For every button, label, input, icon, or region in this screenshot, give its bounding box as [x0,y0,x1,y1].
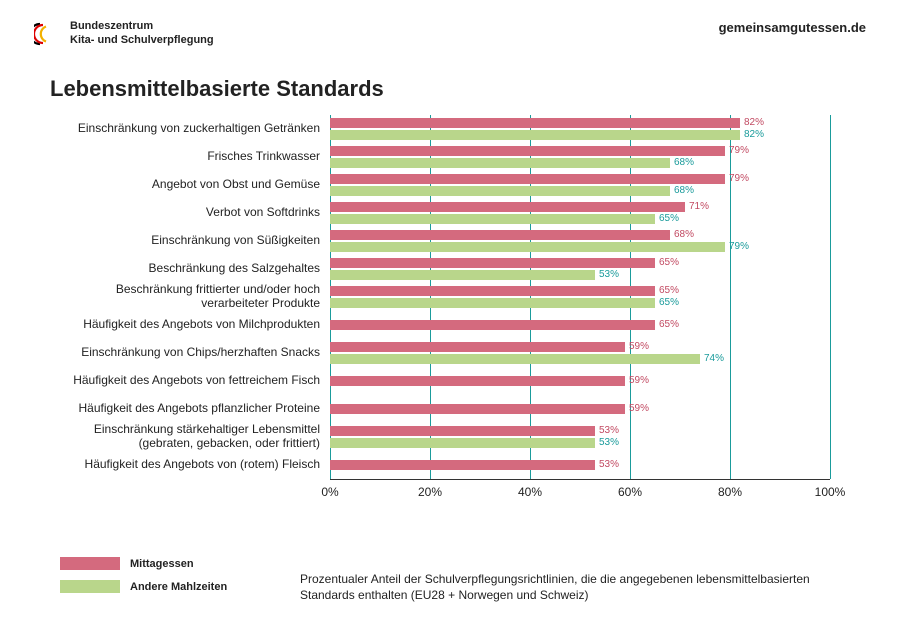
header: Bundeszentrum Kita- und Schulverpflegung… [34,20,866,48]
logo-line1: Bundeszentrum [70,20,214,34]
legend-item: Andere Mahlzeiten [60,580,227,593]
bar-mittag [330,230,670,240]
site-link[interactable]: gemeinsamgutessen.de [719,20,866,35]
legend-swatch [60,580,120,593]
bar-value-label: 65% [659,257,679,268]
bar-mittag [330,202,685,212]
bar-mittag [330,376,625,386]
category-label: Häufigkeit des Angebots von (rotem) Flei… [50,458,320,472]
bar-andere [330,270,595,280]
bar-value-label: 65% [659,285,679,296]
bar-value-label: 53% [599,437,619,448]
chart-row: Häufigkeit des Angebots von Milchprodukt… [50,311,850,339]
chart-row: Angebot von Obst und Gemüse 79% 68% [50,171,850,199]
chart-row: Einschränkung von zuckerhaltigen Getränk… [50,115,850,143]
bar-mittag [330,258,655,268]
x-tick-label: 20% [418,485,442,499]
bar-andere [330,214,655,224]
bar-mittag [330,146,725,156]
x-tick-label: 0% [321,485,338,499]
x-tick-label: 100% [815,485,846,499]
bar-andere [330,354,700,364]
bar-andere [330,298,655,308]
category-label: Einschränkung von Süßigkeiten [50,234,320,248]
chart-row: Häufigkeit des Angebots von fettreichem … [50,367,850,395]
bar-value-label: 71% [689,201,709,212]
chart-row: Einschränkung von Chips/herzhaften Snack… [50,339,850,367]
x-axis [330,479,830,480]
category-label: Einschränkung von Chips/herzhaften Snack… [50,346,320,360]
bar-value-label: 82% [744,117,764,128]
bar-value-label: 59% [629,375,649,386]
legend-label: Andere Mahlzeiten [130,581,227,593]
logo-block: Bundeszentrum Kita- und Schulverpflegung [34,20,214,48]
x-tick-label: 40% [518,485,542,499]
chart-row: Frisches Trinkwasser 79% 68% [50,143,850,171]
legend-label: Mittagessen [130,558,194,570]
bar-mittag [330,286,655,296]
chart-row: Häufigkeit des Angebots pflanzlicher Pro… [50,395,850,423]
bar-mittag [330,460,595,470]
bar-mittag [330,118,740,128]
bar-value-label: 68% [674,185,694,196]
bar-value-label: 82% [744,129,764,140]
chart-row: Einschränkung von Süßigkeiten 68% 79% [50,227,850,255]
bar-andere [330,242,725,252]
logo-icon [34,20,62,48]
chart-row: Häufigkeit des Angebots von (rotem) Flei… [50,451,850,479]
bar-value-label: 79% [729,241,749,252]
bar-andere [330,158,670,168]
category-label: Einschränkung von zuckerhaltigen Getränk… [50,122,320,136]
chart-row: Einschränkung stärkehaltiger Lebensmitte… [50,423,850,451]
footnote: Prozentualer Anteil der Schulverpflegung… [300,571,840,603]
legend-swatch [60,557,120,570]
bar-andere [330,438,595,448]
bar-value-label: 65% [659,213,679,224]
category-label: Häufigkeit des Angebots pflanzlicher Pro… [50,402,320,416]
bar-value-label: 79% [729,173,749,184]
category-label: Häufigkeit des Angebots von fettreichem … [50,374,320,388]
bar-value-label: 65% [659,319,679,330]
chart-title: Lebensmittelbasierte Standards [50,76,384,102]
category-label: Beschränkung frittierter und/oder hochve… [50,283,320,311]
category-label: Beschränkung des Salzgehaltes [50,262,320,276]
x-tick-label: 60% [618,485,642,499]
bar-value-label: 65% [659,297,679,308]
bar-value-label: 68% [674,157,694,168]
category-label: Einschränkung stärkehaltiger Lebensmitte… [50,423,320,451]
legend-item: Mittagessen [60,557,227,570]
category-label: Verbot von Softdrinks [50,206,320,220]
bar-value-label: 74% [704,353,724,364]
bar-mittag [330,320,655,330]
legend: Mittagessen Andere Mahlzeiten [60,557,227,603]
logo-line2: Kita- und Schulverpflegung [70,34,214,48]
bar-mittag [330,426,595,436]
bar-value-label: 79% [729,145,749,156]
category-label: Häufigkeit des Angebots von Milchprodukt… [50,318,320,332]
category-label: Frisches Trinkwasser [50,150,320,164]
bar-value-label: 53% [599,269,619,280]
chart-row: Verbot von Softdrinks 71% 65% [50,199,850,227]
bar-value-label: 53% [599,425,619,436]
chart-row: Beschränkung des Salzgehaltes 65% 53% [50,255,850,283]
bar-chart: 0% 20% 40% 60% 80% 100% Einschränkung von zuck… [50,115,850,535]
bar-mittag [330,404,625,414]
bar-value-label: 59% [629,403,649,414]
x-tick-label: 80% [718,485,742,499]
logo-text: Bundeszentrum Kita- und Schulverpflegung [70,20,214,48]
bar-mittag [330,174,725,184]
bar-andere [330,186,670,196]
bar-value-label: 59% [629,341,649,352]
category-label: Angebot von Obst und Gemüse [50,178,320,192]
bar-andere [330,130,740,140]
bar-mittag [330,342,625,352]
chart-row: Beschränkung frittierter und/oder hochve… [50,283,850,311]
bar-value-label: 68% [674,229,694,240]
bar-value-label: 53% [599,459,619,470]
